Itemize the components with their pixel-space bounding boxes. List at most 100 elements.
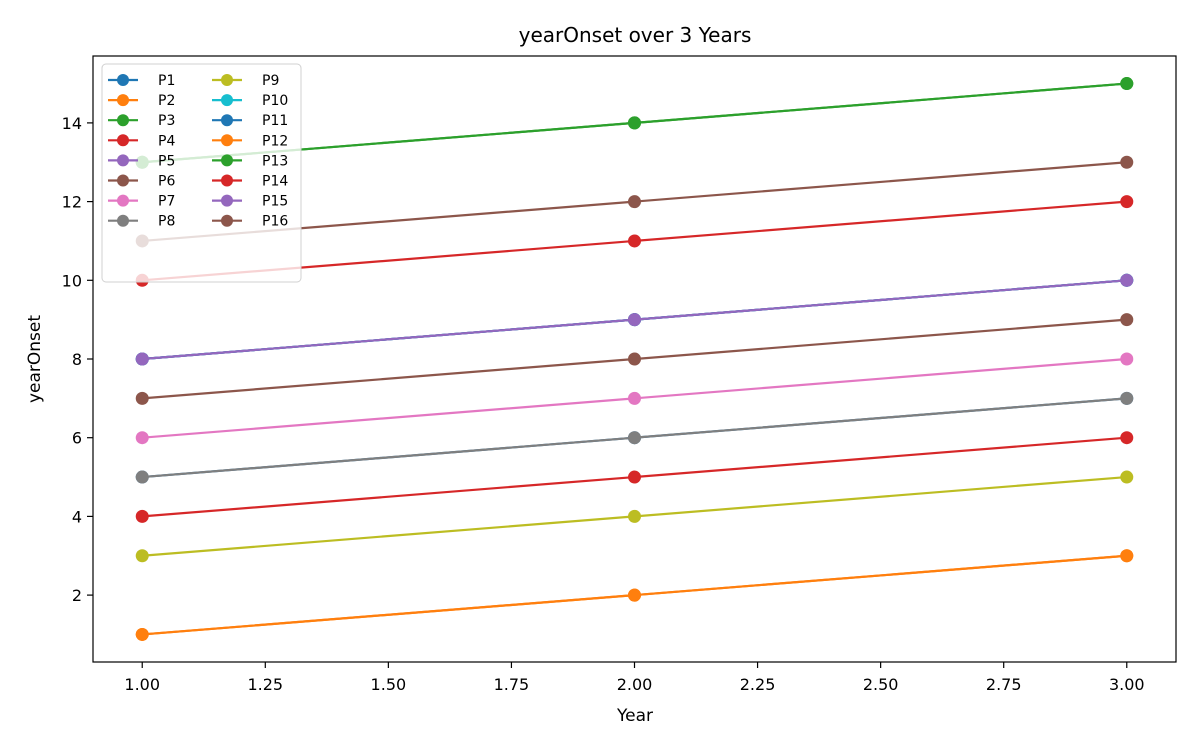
y-tick-label: 8 bbox=[72, 350, 82, 369]
data-point bbox=[135, 549, 149, 563]
x-tick-label: 1.25 bbox=[247, 675, 283, 694]
legend-marker bbox=[221, 94, 233, 107]
x-tick-label: 1.00 bbox=[124, 675, 160, 694]
legend-label: P2 bbox=[158, 93, 175, 109]
legend-marker bbox=[221, 74, 233, 86]
legend-label: P14 bbox=[262, 174, 288, 190]
legend-marker bbox=[221, 214, 233, 227]
legend-marker bbox=[117, 134, 129, 147]
series-p9 bbox=[135, 470, 1134, 563]
legend-item-p4: P4 bbox=[108, 133, 175, 149]
data-point bbox=[135, 352, 149, 366]
y-tick-label: 2 bbox=[72, 586, 82, 605]
legend-marker bbox=[221, 194, 233, 207]
x-axis-title: Year bbox=[616, 706, 653, 726]
legend-box bbox=[101, 63, 302, 283]
data-point bbox=[628, 470, 641, 484]
legend-marker bbox=[221, 114, 233, 127]
legend-item-p12: P12 bbox=[212, 133, 288, 149]
data-point bbox=[628, 391, 641, 405]
data-point bbox=[135, 470, 149, 484]
series-p7 bbox=[135, 352, 1134, 445]
legend: P1 P2 P3 P4 P5 P6 P7 P8 P9 P10 P11 P12 P13 P14 P15 P16 bbox=[101, 63, 302, 283]
legend-marker bbox=[117, 214, 129, 227]
y-tick-label: 4 bbox=[72, 507, 82, 526]
chart-title: yearOnset over 3 Years bbox=[519, 23, 752, 47]
data-point bbox=[135, 627, 149, 641]
legend-item-p6: P6 bbox=[108, 174, 175, 190]
legend-label: P11 bbox=[262, 113, 288, 129]
legend-item-p2: P2 bbox=[108, 93, 175, 109]
axes-layer: 1.00 1.25 1.50 1.75 2.00 2.25 2.50 2.75 3.00 2 4 6 8… bbox=[62, 55, 1177, 694]
data-point bbox=[1120, 470, 1134, 484]
data-point bbox=[628, 352, 641, 366]
legend-label: P4 bbox=[158, 133, 175, 149]
legend-label: P3 bbox=[158, 113, 175, 129]
legend-item-p16: P16 bbox=[212, 214, 288, 230]
data-point bbox=[1120, 431, 1134, 445]
legend-item-p11: P11 bbox=[212, 113, 288, 129]
data-point bbox=[628, 588, 641, 602]
legend-item-p7: P7 bbox=[108, 194, 175, 210]
data-point bbox=[1120, 195, 1134, 209]
series-p16 bbox=[135, 313, 1134, 405]
data-point bbox=[135, 431, 149, 445]
legend-item-p1: P1 bbox=[108, 73, 175, 89]
data-point bbox=[1120, 155, 1134, 169]
legend-label: P13 bbox=[262, 153, 288, 169]
legend-item-p13: P13 bbox=[212, 153, 288, 169]
y-tick-label: 10 bbox=[62, 271, 82, 290]
series-p14 bbox=[135, 431, 1134, 523]
data-point bbox=[628, 116, 641, 130]
legend-label: P6 bbox=[158, 174, 175, 190]
data-point bbox=[1120, 313, 1134, 327]
data-point bbox=[628, 313, 641, 327]
legend-item-p5: P5 bbox=[108, 153, 175, 169]
legend-label: P5 bbox=[158, 153, 175, 169]
x-tick-label: 2.25 bbox=[740, 675, 776, 694]
data-point bbox=[1120, 391, 1134, 405]
legend-marker bbox=[117, 94, 129, 107]
legend-label: P7 bbox=[158, 194, 175, 210]
legend-label: P15 bbox=[262, 194, 288, 210]
legend-item-p14: P14 bbox=[212, 174, 288, 190]
legend-marker bbox=[221, 174, 233, 187]
legend-marker bbox=[117, 114, 129, 127]
series-p15 bbox=[135, 273, 1134, 366]
data-point bbox=[1120, 549, 1134, 563]
series-p8 bbox=[135, 391, 1134, 484]
legend-label: P12 bbox=[262, 133, 288, 149]
legend-item-p15: P15 bbox=[212, 194, 288, 210]
legend-marker bbox=[221, 154, 233, 167]
legend-item-p8: P8 bbox=[108, 214, 175, 230]
data-point bbox=[1120, 352, 1134, 366]
legend-marker bbox=[117, 74, 129, 86]
legend-item-p9: P9 bbox=[212, 73, 279, 89]
legend-label: P9 bbox=[262, 73, 279, 89]
legend-marker bbox=[221, 134, 233, 147]
x-tick-label: 2.75 bbox=[986, 675, 1022, 694]
legend-item-p10: P10 bbox=[212, 93, 288, 109]
series-p12 bbox=[135, 549, 1134, 641]
x-tick-label: 1.50 bbox=[371, 675, 407, 694]
data-point bbox=[628, 431, 641, 445]
data-point bbox=[1120, 273, 1134, 287]
data-point bbox=[628, 509, 641, 523]
data-point bbox=[1120, 77, 1134, 91]
legend-label: P16 bbox=[262, 214, 288, 230]
legend-marker bbox=[117, 174, 129, 187]
x-tick-label: 1.75 bbox=[494, 675, 530, 694]
data-point bbox=[135, 509, 149, 523]
data-point bbox=[135, 391, 149, 405]
x-tick-label: 2.50 bbox=[863, 675, 899, 694]
data-point bbox=[628, 234, 641, 248]
legend-label: P10 bbox=[262, 93, 288, 109]
y-tick-label: 12 bbox=[62, 193, 82, 212]
x-tick-label: 2.00 bbox=[617, 675, 653, 694]
legend-item-p3: P3 bbox=[108, 113, 175, 129]
legend-marker bbox=[117, 154, 129, 167]
y-tick-label: 6 bbox=[72, 429, 82, 448]
data-point bbox=[628, 195, 641, 209]
y-tick-label: 14 bbox=[62, 114, 82, 133]
legend-label: P1 bbox=[158, 73, 175, 89]
